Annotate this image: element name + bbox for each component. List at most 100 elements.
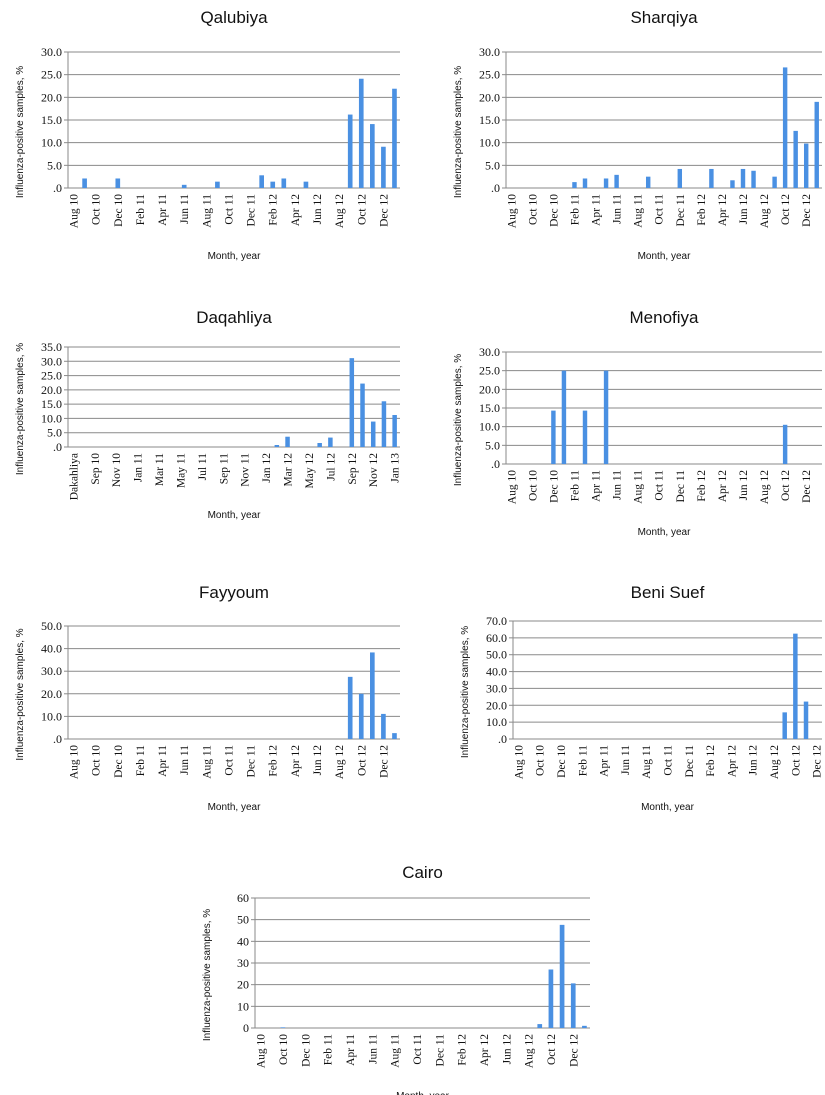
bar-feb-12	[270, 181, 276, 188]
x-tick-label: Dec 10	[113, 194, 125, 227]
x-tick-label: Feb 11	[135, 194, 147, 225]
y-tick-label: 20.0	[479, 382, 500, 396]
bar-jun-12	[740, 168, 746, 188]
y-tick-label: 15.0	[41, 397, 62, 411]
x-tick-label: Oct 12	[546, 1034, 558, 1065]
x-tick-label: Apr 11	[591, 194, 603, 226]
bar-jan-13	[814, 101, 819, 188]
x-tick-label: Feb 12	[268, 745, 280, 777]
x-tick-label: Apr 12	[717, 194, 729, 227]
bar-dec-12	[381, 146, 386, 188]
bar-oct-12	[358, 78, 364, 188]
bar-dec-12	[381, 713, 386, 739]
y-tick-label: 30.0	[41, 45, 62, 59]
x-tick-label: Aug 10	[513, 745, 525, 779]
bar-oct-12	[793, 633, 798, 739]
y-tick-label: 25.0	[479, 364, 500, 378]
bar-jan-13	[392, 733, 397, 739]
bar-sep-12	[347, 114, 353, 188]
bar-oct-12	[782, 424, 788, 464]
x-axis-title: Month, year	[208, 251, 261, 262]
y-tick-label: 50.0	[41, 619, 62, 633]
x-tick-label: Aug 12	[759, 470, 771, 504]
y-tick-label: 25.0	[479, 68, 500, 82]
y-tick-label: 30.0	[486, 681, 507, 695]
x-tick-label: Jan 12	[261, 453, 273, 483]
x-tick-label: Aug 12	[769, 745, 781, 779]
bar-jul-12	[751, 170, 756, 188]
x-tick-label: Oct 12	[356, 194, 368, 225]
x-tick-label: Aug 11	[641, 745, 653, 779]
x-tick-label: Oct 10	[91, 745, 103, 776]
x-tick-label: Feb 11	[577, 745, 589, 776]
bar-may-11	[603, 178, 609, 188]
bar-oct-12	[358, 693, 364, 739]
x-tick-label: Oct 11	[223, 745, 235, 776]
y-tick-label: 10.0	[479, 136, 500, 150]
y-tick-label: 60	[237, 891, 249, 905]
x-axis-title: Month, year	[396, 1091, 449, 1095]
x-tick-label: Dec 10	[113, 745, 125, 778]
y-tick-label: 5.0	[485, 438, 500, 452]
bar-nov-12	[793, 130, 798, 188]
chart-title: Fayyoum	[199, 583, 269, 602]
x-tick-label: Jun 11	[367, 1034, 379, 1064]
bar-mar-12	[709, 168, 714, 188]
x-tick-label: Aug 12	[334, 745, 346, 779]
bar-dec-12	[381, 401, 387, 447]
x-tick-label: Jan 13	[390, 453, 402, 483]
x-axis-title: Month, year	[638, 527, 691, 538]
x-tick-label: Feb 11	[569, 194, 581, 225]
bar-nov-12	[370, 421, 376, 447]
x-tick-label: Oct 12	[780, 194, 792, 225]
bar-may-11	[603, 370, 609, 464]
x-tick-label: Dec 10	[548, 470, 560, 503]
y-tick-label: .0	[491, 457, 500, 471]
chart-svg: Cairo 60 50 40 30 20 10 0 Aug 10 Oct 10 Dec 10 Feb …	[202, 863, 590, 1095]
x-tick-label: Dec 11	[684, 745, 696, 778]
y-axis-title: Influenza-positive samples, %	[15, 66, 26, 198]
x-tick-label: Feb 11	[135, 745, 147, 776]
x-tick-label: Aug 11	[390, 1034, 402, 1068]
y-tick-label: 10.0	[486, 715, 507, 729]
y-tick-label: 40	[237, 934, 249, 948]
bar-dec-10	[115, 178, 121, 188]
x-tick-label: Feb 12	[696, 194, 708, 226]
x-tick-label: Nov 10	[111, 453, 123, 487]
x-tick-label: Oct 12	[790, 745, 802, 776]
x-tick-label: Nov 12	[368, 453, 380, 487]
y-tick-label: .0	[491, 181, 500, 195]
y-axis-title: Influenza-positive samples, %	[460, 626, 471, 758]
y-tick-label: 35.0	[41, 340, 62, 354]
x-tick-label: Jun 11	[179, 745, 191, 775]
x-tick-label: Dec 11	[246, 194, 258, 227]
chart-svg: Beni Suef 70.0 60.0 50.0 40.0 30.0 20.0 10.0 .0 A…	[460, 583, 824, 813]
bar-may-12	[303, 181, 309, 188]
bar-sep-12	[772, 176, 777, 188]
x-tick-label: Oct 10	[527, 194, 539, 225]
y-tick-label: 50	[237, 913, 249, 927]
chart-svg: Qalubiya 30.0 25.0 20.0 15.0 10.0 5.0 .0 Aug 10 O…	[15, 8, 400, 262]
x-tick-label: Aug 11	[201, 745, 213, 779]
bar-oct-12	[360, 383, 365, 447]
x-tick-label: Dakahliya	[68, 453, 80, 500]
x-tick-label: Aug 10	[256, 1034, 268, 1068]
x-tick-label: Nov 11	[240, 453, 252, 487]
chart-title: Beni Suef	[631, 583, 705, 602]
x-tick-label: Jul 12	[325, 453, 337, 481]
chart-title: Sharqiya	[630, 8, 698, 27]
x-tick-label: Jun 12	[748, 745, 760, 776]
bar-jul-12	[328, 437, 333, 447]
y-tick-label: 10.0	[479, 420, 500, 434]
y-tick-label: .0	[53, 440, 62, 454]
x-tick-label: Dec 10	[556, 745, 568, 778]
x-tick-label: Mar 11	[154, 453, 166, 486]
chart-beni-suef: Beni Suef 70.0 60.0 50.0 40.0 30.0 20.0 10.0 .0 A…	[448, 575, 825, 850]
x-tick-label: May 12	[304, 453, 316, 489]
y-tick-label: 20.0	[41, 687, 62, 701]
y-tick-label: 40.0	[41, 642, 62, 656]
x-tick-label: Sep 10	[90, 453, 102, 485]
bar-feb-11	[572, 182, 577, 188]
y-axis-title: Influenza-positive samples, %	[15, 343, 26, 475]
x-tick-label: Dec 11	[675, 194, 687, 227]
